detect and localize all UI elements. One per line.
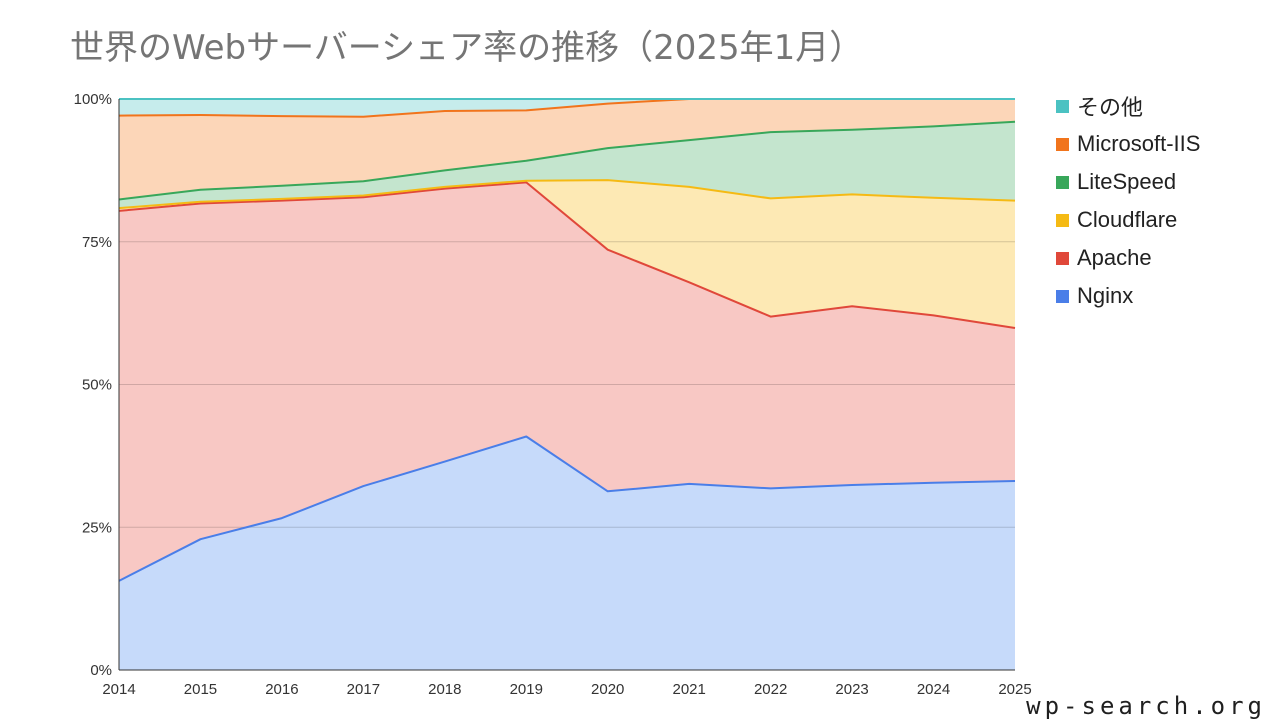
x-tick-label: 2023 (835, 681, 868, 698)
area-other (119, 99, 1015, 117)
x-tick-label: 2017 (347, 681, 380, 698)
legend-label: Microsoft-IIS (1077, 131, 1201, 156)
x-tick-label: 2015 (184, 681, 217, 698)
area-fills (119, 99, 1015, 670)
line-apache (118, 181, 1016, 329)
legend-label: その他 (1077, 95, 1144, 120)
legend-label: LiteSpeed (1077, 169, 1177, 194)
x-tick-label: 2020 (591, 681, 624, 698)
y-tick-label: 75% (82, 234, 112, 251)
legend-item-apache: Apache (1056, 239, 1276, 277)
area-apache (119, 182, 1015, 581)
legend-item-cloudflare: Cloudflare (1056, 201, 1276, 239)
chart-legend: その他 Microsoft-IIS LiteSpeed Cloudflare Apach… (1056, 87, 1276, 315)
y-tick-label: 50% (82, 377, 112, 394)
legend-swatch (1056, 99, 1069, 113)
legend-label: Apache (1077, 245, 1152, 270)
x-tick-label: 2018 (428, 681, 461, 698)
line-nginx (118, 435, 1016, 582)
legend-label: Nginx (1077, 283, 1134, 308)
legend-item-microsoft-iis: Microsoft-IIS (1056, 125, 1276, 163)
area-microsoft-iis (119, 99, 1015, 200)
legend-swatch (1056, 175, 1069, 189)
axes (118, 99, 1015, 671)
legend-swatch (1056, 213, 1069, 227)
stacked-area-chart: 0% 25% 50% 75% 100% 2014 2015 2016 2017 2018 2019… (74, 91, 1032, 698)
line-cloudflare (118, 179, 1016, 210)
y-tick-labels: 0% 25% 50% 75% 100% (74, 91, 112, 679)
legend-swatch (1056, 137, 1069, 151)
legend-item-other: その他 (1056, 87, 1276, 125)
legend-swatch (1056, 251, 1069, 265)
x-tick-labels: 2014 2015 2016 2017 2018 2019 2020 2021 2022 2023… (102, 681, 1031, 698)
chart-title: 世界のWebサーバーシェア率の推移（2025年1月） (70, 28, 864, 68)
legend-swatch (1056, 289, 1069, 303)
x-tick-label: 2022 (754, 681, 787, 698)
line-litespeed (118, 120, 1016, 201)
x-tick-label: 2025 (998, 681, 1031, 698)
x-tick-label: 2014 (102, 681, 135, 698)
x-tick-label: 2021 (672, 681, 705, 698)
legend-item-nginx: Nginx (1056, 277, 1276, 315)
legend-item-litespeed: LiteSpeed (1056, 163, 1276, 201)
y-tick-label: 25% (82, 519, 112, 536)
legend-label: Cloudflare (1077, 207, 1178, 232)
site-watermark: wp-search.org (1026, 692, 1266, 720)
x-tick-label: 2019 (510, 681, 543, 698)
area-cloudflare (119, 180, 1015, 328)
y-tick-label: 0% (90, 662, 112, 679)
series-lines (118, 98, 1016, 582)
area-litespeed (119, 121, 1015, 209)
y-tick-label: 100% (74, 91, 112, 108)
x-tick-label: 2024 (917, 681, 950, 698)
x-tick-label: 2016 (265, 681, 298, 698)
